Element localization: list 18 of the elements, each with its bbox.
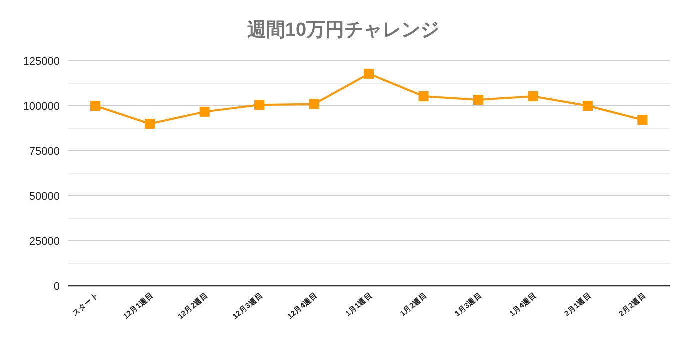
y-tick-label: 125000 xyxy=(23,56,60,68)
point xyxy=(364,68,374,79)
point xyxy=(145,119,156,129)
point xyxy=(528,91,538,102)
point xyxy=(90,101,100,111)
point xyxy=(254,100,265,110)
y-tick-label: 25000 xyxy=(29,236,60,248)
point xyxy=(582,101,593,111)
y-tick-label: 100000 xyxy=(23,101,60,113)
y-tick-label: 0 xyxy=(54,281,60,293)
point xyxy=(309,99,320,110)
chart-title: 週間10万円チャレンジ xyxy=(246,20,440,41)
point xyxy=(200,106,210,117)
point xyxy=(638,115,648,126)
y-tick-label: 75000 xyxy=(29,146,60,158)
point xyxy=(418,91,429,102)
point xyxy=(473,95,484,106)
y-tick-label: 50000 xyxy=(29,191,60,203)
